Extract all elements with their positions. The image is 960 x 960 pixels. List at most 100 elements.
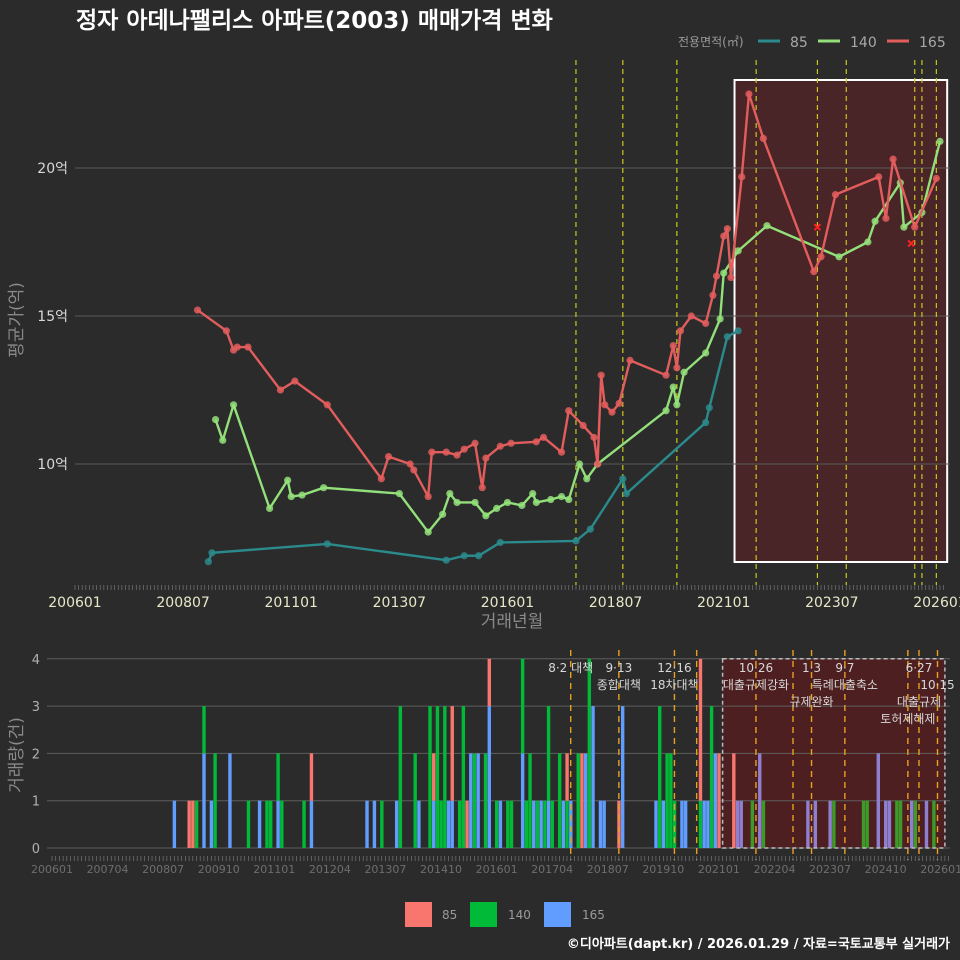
data-point-165 (676, 327, 685, 335)
data-point-140 (453, 498, 461, 507)
volume-bar-140 (535, 800, 540, 848)
volume-bar-140 (565, 800, 569, 848)
data-point-140 (219, 436, 227, 444)
x-tick-label: 201307 (364, 863, 406, 876)
data-point-165 (723, 225, 731, 233)
data-point-165 (406, 460, 414, 468)
data-point-165 (482, 454, 490, 462)
x-tick-label: 200704 (87, 863, 129, 876)
data-point-140 (936, 137, 944, 145)
volume-bar-85 (191, 800, 195, 848)
data-point-165 (727, 273, 735, 282)
volume-bar-140 (428, 706, 432, 848)
data-point-165 (291, 377, 299, 385)
data-point-165 (687, 312, 695, 320)
x-tick-label: 202307 (809, 863, 851, 876)
volume-bar-165 (469, 753, 473, 848)
policy-name-label: 규제완화 (789, 695, 833, 709)
data-point-140 (900, 223, 908, 231)
data-point-140 (395, 490, 403, 498)
x-tick-label: 201101 (265, 595, 318, 611)
data-point-140 (439, 510, 447, 518)
data-point-140 (763, 222, 771, 230)
volume-bar-165 (876, 753, 881, 848)
data-point-165 (601, 401, 609, 409)
data-point-140 (532, 498, 540, 507)
volume-bar-85 (432, 753, 436, 801)
data-point-85 (619, 475, 627, 483)
volume-bar-165 (432, 800, 436, 848)
data-point-165 (532, 438, 540, 446)
y-tick-label: 3 (32, 700, 40, 715)
data-point-165 (424, 492, 432, 501)
volume-bar-165 (498, 800, 503, 848)
data-point-140 (518, 501, 526, 510)
volume-bar-140 (861, 800, 866, 848)
x-tick-label: 200807 (156, 595, 209, 611)
data-point-85 (705, 404, 713, 412)
volume-bar-140 (898, 800, 903, 848)
data-point-140 (575, 460, 584, 468)
data-point-165 (875, 173, 883, 181)
policy-name-label: 대출규제 (897, 695, 941, 709)
volume-bar-165 (602, 800, 606, 848)
policy-name-label: 종합대책 (597, 677, 641, 692)
volume-bar-165 (661, 800, 666, 848)
volume-bar-165 (583, 753, 588, 848)
volume-bar-140 (895, 800, 899, 848)
volume-bar-165 (739, 800, 743, 848)
data-point-165 (702, 319, 710, 327)
volume-bar-165 (706, 800, 710, 848)
data-point-85 (496, 538, 504, 547)
volume-bar-85 (450, 706, 454, 801)
volume-bar-165 (309, 800, 314, 848)
data-point-165 (889, 155, 897, 163)
volume-bar-140 (865, 800, 869, 848)
volume-bar-165 (680, 800, 684, 848)
price-chart: 10억 15억 20억 200601 200807 201101 201307 201601 2… (37, 60, 960, 611)
data-point-165 (673, 364, 681, 372)
data-point-165 (590, 433, 598, 441)
volume-bar-85 (732, 753, 736, 848)
volume-bar-140 (439, 800, 443, 848)
volume-bar-140 (669, 753, 673, 848)
x-tick-label: 201204 (309, 863, 351, 876)
data-point-165 (608, 408, 616, 416)
volume-bar-140 (761, 800, 766, 848)
legend-swatch-85 (405, 902, 432, 927)
policy-name-label: 토허제해제 (880, 712, 935, 726)
data-point-85 (622, 490, 631, 498)
data-point-165 (453, 451, 461, 459)
volume-bar-165 (372, 800, 377, 848)
data-point-140 (835, 253, 843, 261)
volume-bar-165 (924, 800, 929, 848)
volume-bar-165 (487, 706, 491, 848)
volume-y-axis-label: 거래량(건) (7, 717, 27, 793)
data-point-165 (712, 272, 721, 280)
volume-bar-140 (213, 753, 217, 848)
data-point-140 (424, 528, 432, 536)
x-tick-label: 202101 (697, 595, 750, 611)
volume-bar-165 (202, 753, 206, 848)
data-point-85 (723, 333, 731, 341)
data-point-140 (565, 495, 573, 504)
y-tick-label: 1 (32, 795, 40, 810)
volume-bar-165 (257, 800, 262, 848)
policy-date-label: 12·16 (657, 661, 691, 675)
data-point-165 (662, 371, 670, 379)
volume-bar-140 (302, 800, 306, 848)
data-point-85 (586, 525, 594, 533)
volume-bar-165 (654, 800, 658, 848)
volume-bar-165 (417, 800, 421, 848)
data-point-165 (882, 214, 890, 222)
volume-chart: 0 1 2 3 4 8·2 대책 9·13 종합대책 12·16 18차대책 10·26 대출규제강화… (31, 650, 960, 876)
data-point-165 (615, 399, 623, 407)
volume-bar-140 (194, 800, 199, 848)
data-point-140 (734, 247, 742, 255)
volume-bar-140 (543, 800, 547, 848)
legend-title: 전용면적(㎡) (678, 35, 744, 49)
data-point-165 (410, 466, 418, 474)
data-point-140 (446, 490, 454, 498)
data-point-85 (204, 558, 212, 566)
x-tick-label: 202307 (805, 595, 858, 611)
